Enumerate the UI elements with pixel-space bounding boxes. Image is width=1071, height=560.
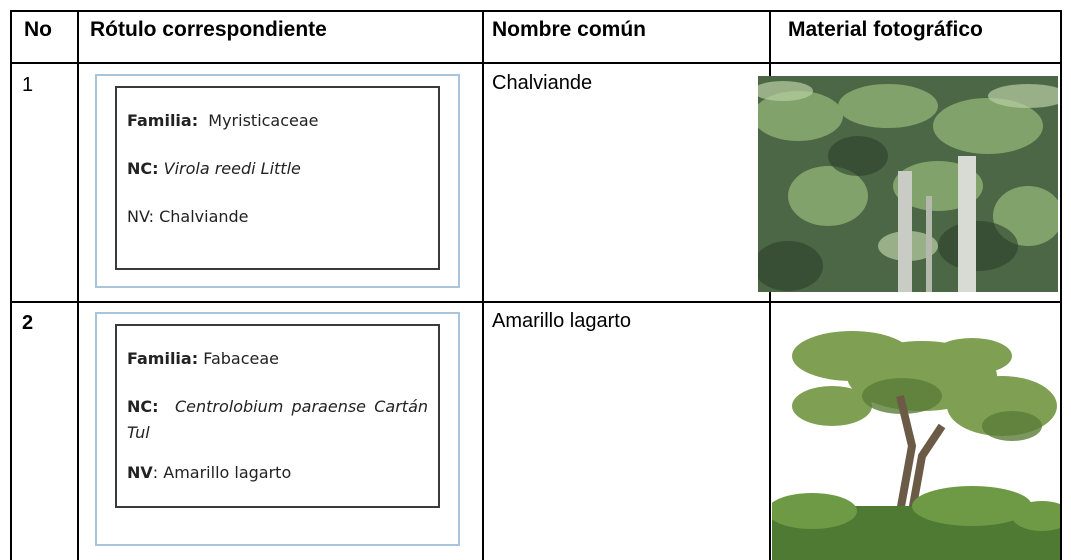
label-value: Myristicaceae xyxy=(208,111,319,130)
label-value: NV: Chalviande xyxy=(127,207,249,226)
header-cell: Nombre común xyxy=(492,18,647,41)
photo xyxy=(772,316,1060,560)
label-box: Familia: Fabaceae NC: Centrolobium parae… xyxy=(115,324,440,508)
label-value: Centrolobium paraense Cartán Tul xyxy=(127,397,429,442)
label-key: NC: xyxy=(127,397,159,416)
label-line: NV: Chalviande xyxy=(127,204,428,230)
label-key: NC: xyxy=(127,159,159,178)
label-key: NV xyxy=(127,463,153,482)
label-line: NV: Amarillo lagarto xyxy=(127,460,428,486)
common-name: Amarillo lagarto xyxy=(492,310,631,332)
label-line: Familia: Myristicaceae xyxy=(127,108,428,134)
row-number: 2 xyxy=(22,312,34,334)
table-border xyxy=(10,301,1062,303)
label-value: Virola reedi Little xyxy=(163,159,301,178)
header-cell: No xyxy=(24,18,52,41)
label-card: Familia: Fabaceae NC: Centrolobium parae… xyxy=(95,312,460,546)
label-box: Familia: Myristicaceae NC: Virola reedi … xyxy=(115,86,440,270)
header-cell: Material fotográfico xyxy=(788,18,983,41)
label-line: Familia: Fabaceae xyxy=(127,346,428,372)
label-key: Familia: xyxy=(127,349,199,368)
row-number: 1 xyxy=(22,74,34,96)
table-border xyxy=(10,10,1062,12)
label-value: : Amarillo lagarto xyxy=(152,463,292,482)
label-card: Familia: Myristicaceae NC: Virola reedi … xyxy=(95,74,460,288)
label-line: NC: Centrolobium paraense Cartán Tul xyxy=(127,394,428,446)
label-value: Fabaceae xyxy=(203,349,279,368)
table-border xyxy=(1060,10,1062,560)
label-key: Familia: xyxy=(127,111,199,130)
label-line: NC: Virola reedi Little xyxy=(127,156,428,182)
header-cell: Rótulo correspondiente xyxy=(90,18,327,41)
table-border xyxy=(77,10,79,560)
table-border xyxy=(482,10,484,560)
common-name: Chalviande xyxy=(492,72,593,94)
table-border xyxy=(10,62,1062,64)
table-border xyxy=(10,10,12,560)
photo xyxy=(758,76,1058,292)
